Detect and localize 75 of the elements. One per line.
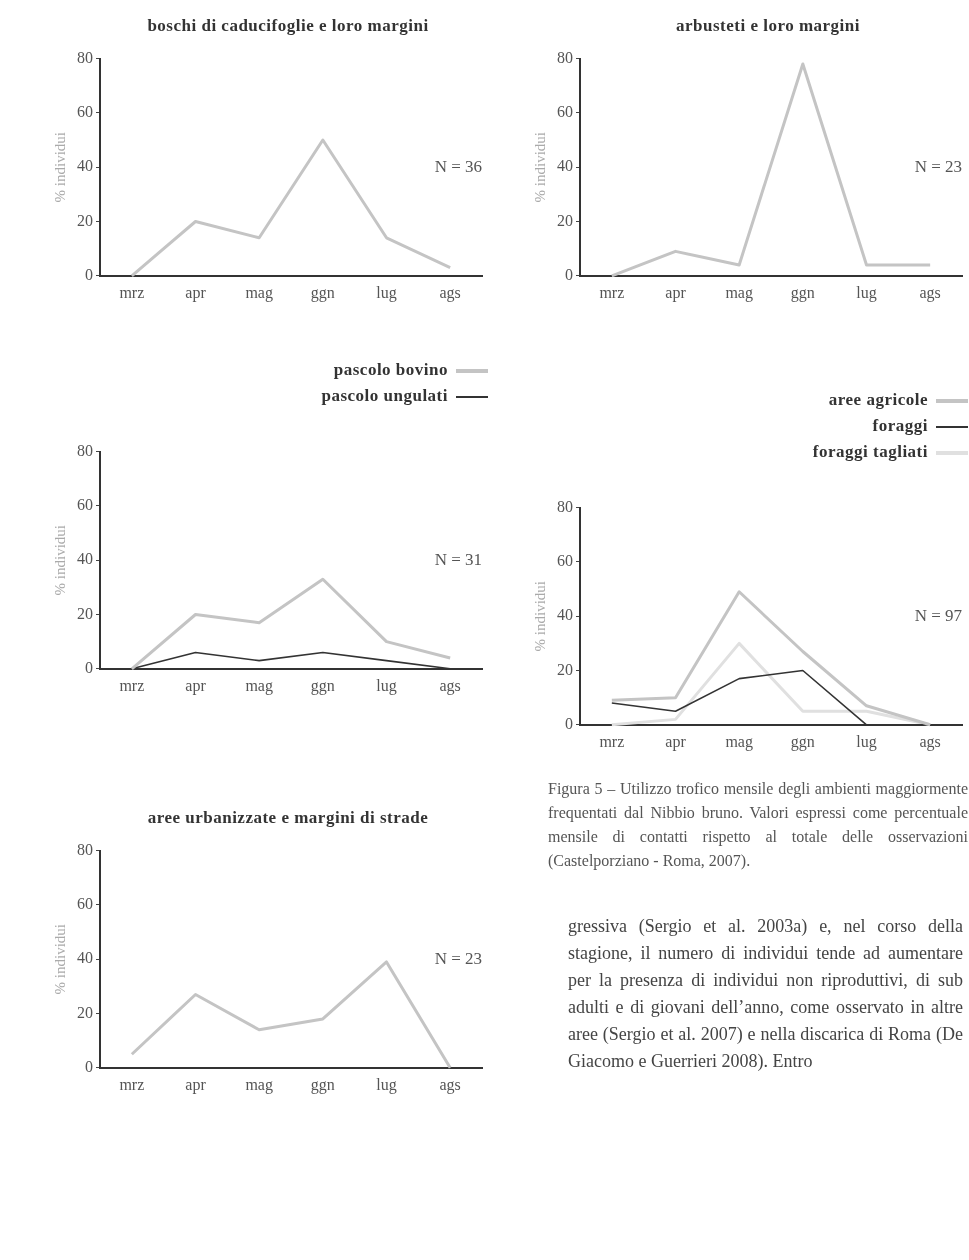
annotation: N = 31 bbox=[434, 549, 482, 569]
chart-title: boschi di caducifoglie e loro margini bbox=[146, 16, 430, 37]
x-tick-label: mag bbox=[245, 676, 273, 695]
y-axis-title: % individui bbox=[531, 131, 548, 203]
y-tick-label: 80 bbox=[77, 441, 93, 459]
legend-label: aree agricole bbox=[828, 390, 928, 409]
x-tick-label: apr bbox=[185, 283, 207, 302]
x-tick-label: ags bbox=[919, 732, 941, 751]
x-tick-label: mag bbox=[725, 283, 753, 302]
legend-label: pascolo ungulati bbox=[321, 386, 448, 405]
x-tick-label: ags bbox=[919, 283, 941, 302]
y-tick-label: 0 bbox=[85, 1058, 93, 1075]
x-tick-label: ggn bbox=[310, 283, 335, 302]
y-tick-label: 20 bbox=[557, 211, 573, 229]
y-tick-label: 40 bbox=[77, 550, 93, 568]
annotation: N = 97 bbox=[914, 605, 963, 625]
x-tick-label: apr bbox=[665, 732, 687, 751]
y-tick-label: 60 bbox=[77, 895, 93, 913]
x-tick-label: ags bbox=[439, 283, 461, 302]
y-tick-label: 40 bbox=[557, 606, 573, 624]
y-tick-label: 0 bbox=[565, 266, 573, 283]
x-tick-label: ggn bbox=[310, 1075, 335, 1094]
x-tick-label: mrz bbox=[119, 283, 145, 301]
x-tick-label: mag bbox=[245, 1075, 273, 1094]
y-tick-label: 0 bbox=[85, 659, 93, 676]
x-tick-label: ggn bbox=[310, 676, 335, 695]
chart-title: arbusteti e loro margini bbox=[675, 16, 861, 37]
y-tick-label: 20 bbox=[77, 1003, 93, 1021]
x-tick-label: mag bbox=[725, 732, 753, 751]
y-tick-label: 60 bbox=[77, 496, 93, 514]
y-tick-label: 80 bbox=[77, 48, 93, 66]
x-tick-label: mrz bbox=[599, 283, 625, 301]
x-tick-label: lug bbox=[376, 1075, 397, 1094]
x-tick-label: ggn bbox=[790, 732, 815, 751]
y-tick-label: 40 bbox=[77, 949, 93, 967]
legend-label: foraggi tagliati bbox=[812, 442, 928, 461]
x-tick-label: lug bbox=[376, 676, 397, 695]
y-tick-label: 60 bbox=[557, 103, 573, 121]
text: Figura 5 – Utilizzo trofico mensile degli ambienti maggiormente frequentati dal Nibbio bruno. Valori espressi come percentuale mensile di contatti rispetto al totale delle osservazioni (Castelporziano - Roma, 2007). bbox=[548, 779, 968, 872]
y-tick-label: 60 bbox=[77, 103, 93, 121]
x-tick-label: mag bbox=[245, 283, 273, 302]
x-tick-label: lug bbox=[856, 732, 877, 751]
x-tick-label: mrz bbox=[599, 732, 625, 750]
x-tick-label: apr bbox=[665, 283, 687, 302]
y-tick-label: 40 bbox=[77, 157, 93, 175]
annotation: N = 23 bbox=[914, 156, 962, 176]
chart-title: aree urbanizzate e margini di strade bbox=[146, 808, 430, 829]
y-tick-label: 80 bbox=[557, 497, 573, 515]
x-tick-label: ags bbox=[439, 1075, 461, 1094]
x-tick-label: mrz bbox=[119, 1075, 145, 1093]
y-tick-label: 20 bbox=[77, 604, 93, 622]
x-tick-label: ggn bbox=[790, 283, 815, 302]
x-tick-label: ags bbox=[439, 676, 461, 695]
y-axis-title: % individui bbox=[531, 580, 548, 652]
x-tick-label: apr bbox=[185, 1075, 207, 1094]
y-tick-label: 80 bbox=[557, 48, 573, 66]
y-tick-label: 0 bbox=[565, 715, 573, 732]
x-tick-label: lug bbox=[376, 283, 397, 302]
y-axis-title: % individui bbox=[51, 923, 68, 995]
text: gressiva (Sergio et al. 2003a) e, nel corso della stagione, il numero di individui tende ad aumentare per la presenza di individui non riproduttivi, di sub adulti e di giovani dell’anno, come osservato in altre aree (Sergio et al. 2007) e nella discarica di Roma (De Giacomo e Guerrieri 2008). Entro bbox=[568, 915, 963, 1073]
annotation: N = 36 bbox=[434, 156, 482, 176]
y-axis-title: % individui bbox=[51, 524, 68, 596]
y-tick-label: 60 bbox=[557, 552, 573, 570]
annotation: N = 23 bbox=[434, 948, 482, 968]
legend-label: pascolo bovino bbox=[333, 360, 448, 379]
y-tick-label: 20 bbox=[77, 211, 93, 229]
y-tick-label: 40 bbox=[557, 157, 573, 175]
x-tick-label: mrz bbox=[119, 676, 145, 694]
y-tick-label: 0 bbox=[85, 266, 93, 283]
legend-label: foraggi bbox=[872, 416, 928, 435]
y-axis-title: % individui bbox=[51, 131, 68, 203]
y-tick-label: 20 bbox=[557, 660, 573, 678]
x-tick-label: lug bbox=[856, 283, 877, 302]
x-tick-label: apr bbox=[185, 676, 207, 695]
y-tick-label: 80 bbox=[77, 840, 93, 858]
